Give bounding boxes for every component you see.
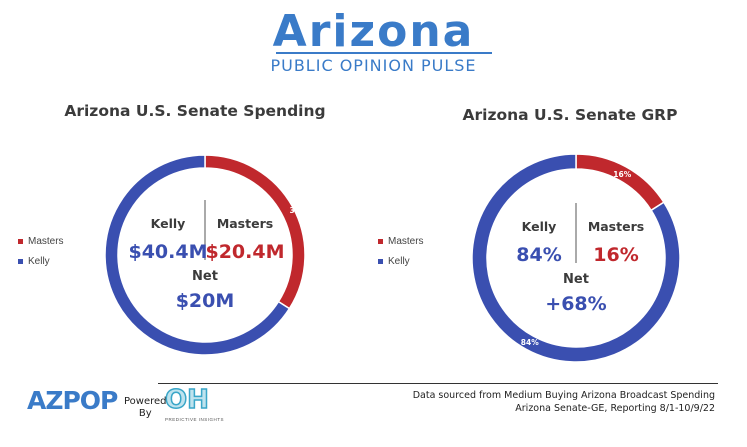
donut-slice-kelly (104, 154, 291, 356)
brand-title: Arizona (272, 6, 475, 57)
center-right-value: 16% (593, 244, 638, 266)
center-right-value: $20.4M (205, 241, 284, 263)
brand-divider (276, 52, 492, 54)
legend-label: Masters (28, 236, 64, 247)
slice-label-kelly: 84% (521, 338, 539, 347)
chart-title-spending: Arizona U.S. Senate Spending (64, 102, 326, 120)
source-note: Data sourced from Medium Buying Arizona … (413, 389, 715, 415)
legend-item-kelly: Kelly (378, 256, 424, 267)
powered-by: Powered By (124, 396, 167, 420)
legend-swatch-masters (18, 239, 23, 244)
legend-label: Kelly (388, 256, 410, 267)
source-line-2: Arizona Senate-GE, Reporting 8/1-10/9/22 (515, 403, 715, 414)
center-net-value: $20M (176, 290, 235, 312)
legend-swatch-kelly (378, 259, 383, 264)
legend-item-kelly: Kelly (18, 256, 64, 267)
center-left-name: Kelly (522, 219, 557, 234)
oh-logo-caption: PREDICTIVE INSIGHTS (165, 417, 225, 422)
slice-label-kelly: 66% (101, 300, 119, 309)
center-left-name: Kelly (151, 216, 186, 231)
center-left-value: $40.4M (128, 241, 207, 263)
by-line: By (138, 408, 152, 419)
source-line-1: Data sourced from Medium Buying Arizona … (412, 390, 715, 401)
brand-subtitle: PUBLIC OPINION PULSE (270, 56, 477, 75)
legend-item-masters: Masters (18, 236, 64, 247)
center-net-label: Net (192, 269, 218, 284)
oh-logo-mark: OH (164, 385, 209, 415)
slice-label-masters: 16% (613, 170, 631, 179)
powered-line: Powered (124, 396, 167, 407)
center-left-value: 84% (516, 244, 561, 266)
center-net-label: Net (563, 272, 589, 287)
oh-logo: OH PREDICTIVE INSIGHTS (164, 385, 225, 422)
legend-item-masters: Masters (378, 236, 424, 247)
legend-label: Masters (388, 236, 424, 247)
azpop-logo: AZPOP (27, 386, 118, 415)
center-right-name: Masters (217, 216, 273, 231)
chart-title-grp: Arizona U.S. Senate GRP (462, 106, 678, 124)
legend-swatch-kelly (18, 259, 23, 264)
legend-swatch-masters (378, 239, 383, 244)
footer-divider (158, 383, 718, 384)
legend-label: Kelly (28, 256, 50, 267)
center-net-value: +68% (545, 293, 606, 315)
center-right-name: Masters (588, 219, 644, 234)
donut-slice-masters (575, 153, 665, 212)
slice-label-masters: 34% (290, 206, 308, 215)
legend-grp: Masters Kelly (378, 236, 424, 267)
donut-slice-kelly (471, 153, 681, 363)
azpop-logo-text: AZPOP (27, 386, 118, 415)
donut-slice-masters (204, 154, 306, 310)
legend-spending: Masters Kelly (18, 236, 64, 267)
